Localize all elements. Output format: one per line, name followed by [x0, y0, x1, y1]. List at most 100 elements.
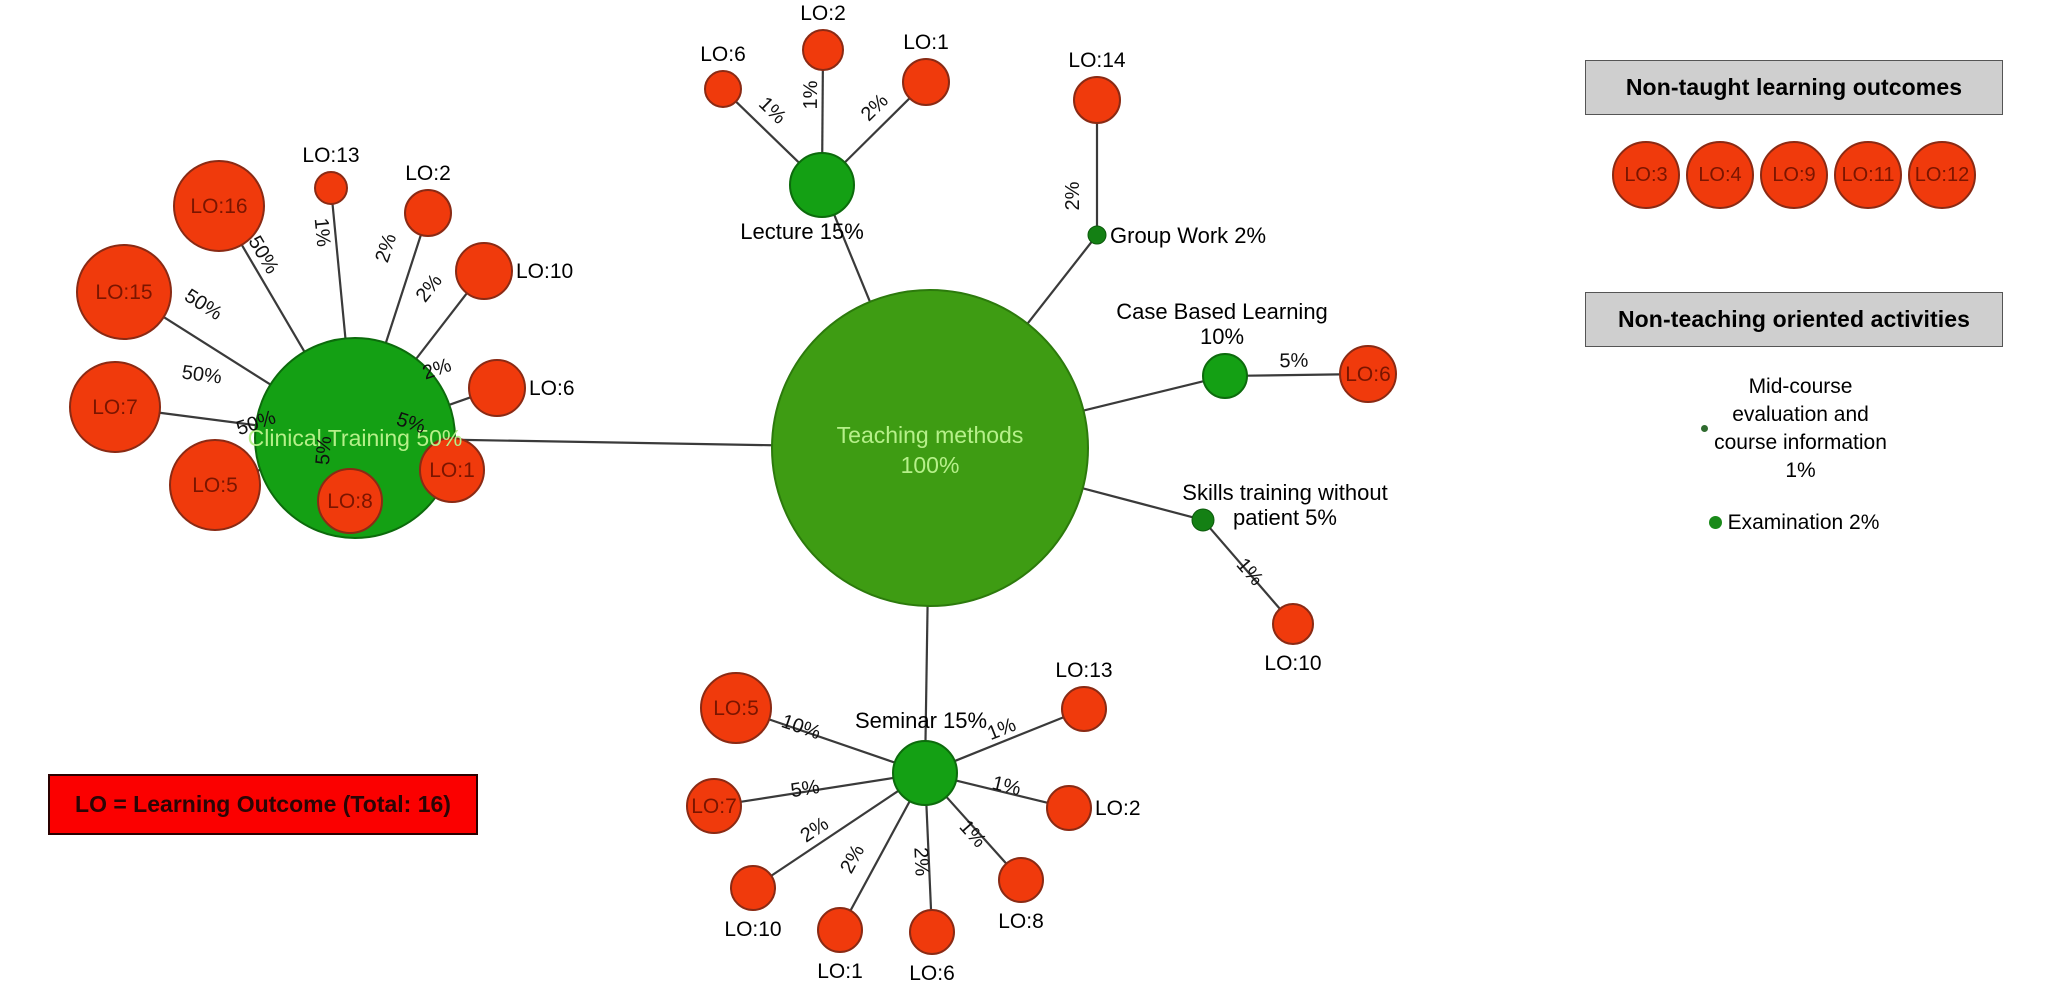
edge-percent-label: 2%: [371, 231, 401, 265]
activity-dot-icon: [1701, 425, 1709, 433]
outcome-node[interactable]: [317, 468, 383, 534]
labels-layer: Teaching methods 100% Clinical Training 50…: [92, 2, 1391, 985]
outcome-label: LO:2: [405, 162, 451, 185]
nodes-layer: [69, 29, 1397, 955]
activity-label: Examination 2%: [1727, 510, 1880, 534]
edge-hub-to-method: [1082, 487, 1193, 519]
non-teaching-activity-item: Examination 2%: [1585, 511, 2003, 535]
node-case_based[interactable]: [1202, 353, 1248, 399]
edge-hub-to-method: [924, 605, 929, 742]
edge-method-to-outcome: [1209, 527, 1281, 610]
outcome-label: LO:15: [95, 281, 152, 304]
outcome-node[interactable]: [902, 58, 950, 106]
outcome-label: LO:16: [190, 195, 247, 218]
node-skills_training[interactable]: [1191, 508, 1215, 532]
edge-method-to-outcome: [849, 800, 911, 912]
edge-method-to-outcome: [821, 69, 824, 154]
edge-percent-label: 1%: [310, 217, 335, 248]
edge-percent-label: 2%: [909, 847, 932, 877]
edge-method-to-outcome: [955, 779, 1048, 804]
outcome-label: LO:5: [713, 697, 759, 720]
edge-method-to-outcome: [954, 716, 1065, 763]
activity-label: Mid-course evaluation and course informati…: [1714, 375, 1887, 482]
outcome-node[interactable]: [173, 160, 265, 252]
edge-hub-to-method: [454, 438, 773, 447]
method-label-lecture: Lecture 15%: [740, 219, 864, 244]
outcome-label: LO:6: [909, 962, 955, 985]
node-seminar[interactable]: [892, 740, 958, 806]
outcome-node[interactable]: [1339, 345, 1397, 403]
non-taught-outcome-chip[interactable]: LO:12: [1908, 141, 1976, 209]
outcome-node[interactable]: [1272, 603, 1314, 645]
outcome-node[interactable]: [909, 909, 955, 955]
edge-percent-label: 50%: [181, 362, 224, 389]
node-group_work[interactable]: [1087, 225, 1107, 245]
outcome-label: LO:1: [903, 31, 949, 54]
outcome-node[interactable]: [1061, 686, 1107, 732]
edge-percent-label: 5%: [312, 435, 336, 466]
outcome-label: LO:6: [529, 377, 575, 400]
panel-non-taught-header: Non-taught learning outcomes: [1585, 60, 2003, 115]
edge-percent-label: 5%: [789, 776, 821, 802]
non-taught-outcome-chip[interactable]: LO:9: [1760, 141, 1828, 209]
edge-method-to-outcome: [163, 316, 272, 386]
panel-non-teaching-activities: Non-teaching oriented activities Mid-cou…: [1585, 292, 2003, 535]
outcome-node[interactable]: [700, 672, 772, 744]
outcome-node[interactable]: [169, 439, 261, 531]
method-label-group_work: Group Work 2%: [1110, 223, 1266, 248]
non-taught-outcome-chip[interactable]: LO:4: [1686, 141, 1754, 209]
outcome-node[interactable]: [419, 437, 485, 503]
edge-method-to-outcome: [770, 789, 900, 877]
outcome-label: LO:6: [700, 43, 746, 66]
edge-percent-label: 2%: [412, 270, 447, 306]
outcome-label: LO:10: [516, 260, 573, 283]
outcome-node[interactable]: [1046, 785, 1092, 831]
edge-method-to-outcome: [843, 97, 911, 164]
edge-method-to-outcome: [945, 796, 1008, 865]
non-taught-outcome-chip[interactable]: LO:11: [1834, 141, 1902, 209]
outcome-node[interactable]: [1073, 76, 1121, 124]
activity-dot-icon: [1708, 516, 1722, 530]
method-label-seminar: Seminar 15%: [855, 708, 987, 733]
outcome-node[interactable]: [468, 359, 526, 417]
edge-method-to-outcome: [331, 203, 347, 339]
node-teaching_methods[interactable]: [771, 289, 1089, 607]
panel-non-teaching-header: Non-teaching oriented activities: [1585, 292, 2003, 347]
edge-percent-label: 1%: [984, 714, 1019, 745]
outcome-label: LO:13: [1055, 659, 1112, 682]
clinical-training-label: Clinical Training 50%: [248, 425, 463, 451]
edge-percent-label: 2%: [836, 841, 869, 877]
edge-method-to-outcome: [735, 100, 800, 164]
node-lecture[interactable]: [789, 152, 855, 218]
outcome-label: LO:7: [691, 795, 737, 818]
method-label-case_based: Case Based Learning: [1116, 299, 1328, 324]
edge-percent-label: 50%: [244, 232, 283, 278]
edge-method-to-outcome: [925, 804, 933, 911]
outcome-node[interactable]: [704, 70, 742, 108]
outcome-node[interactable]: [69, 361, 161, 453]
edge-method-to-outcome: [240, 244, 306, 353]
non-teaching-activity-item: Mid-course evaluation and course informati…: [1585, 373, 2003, 485]
method-label-skills_training: Skills training without: [1182, 480, 1387, 505]
outcome-label: LO:5: [192, 474, 238, 497]
outcome-node[interactable]: [314, 171, 348, 205]
edge-method-to-outcome: [1246, 373, 1341, 377]
outcome-node[interactable]: [998, 857, 1044, 903]
edge-percent-label: 1%: [800, 80, 822, 109]
non-teaching-item-list: Mid-course evaluation and course informati…: [1585, 373, 2003, 535]
edge-hub-to-method: [1026, 241, 1093, 325]
outcome-node[interactable]: [802, 29, 844, 71]
hub-label-line1: Teaching methods: [837, 422, 1024, 448]
non-taught-chip-row: LO:3 LO:4 LO:9 LO:11 LO:12: [1585, 141, 2003, 209]
edge-method-to-outcome: [448, 396, 471, 406]
outcome-label: LO:10: [1264, 652, 1321, 675]
outcome-node[interactable]: [817, 907, 863, 953]
edge-method-to-outcome: [740, 776, 894, 803]
outcome-node[interactable]: [76, 244, 172, 340]
outcome-node[interactable]: [404, 189, 452, 237]
outcome-node[interactable]: [455, 242, 513, 300]
outcome-node[interactable]: [686, 778, 742, 834]
outcome-node[interactable]: [730, 865, 776, 911]
non-taught-outcome-chip[interactable]: LO:3: [1612, 141, 1680, 209]
